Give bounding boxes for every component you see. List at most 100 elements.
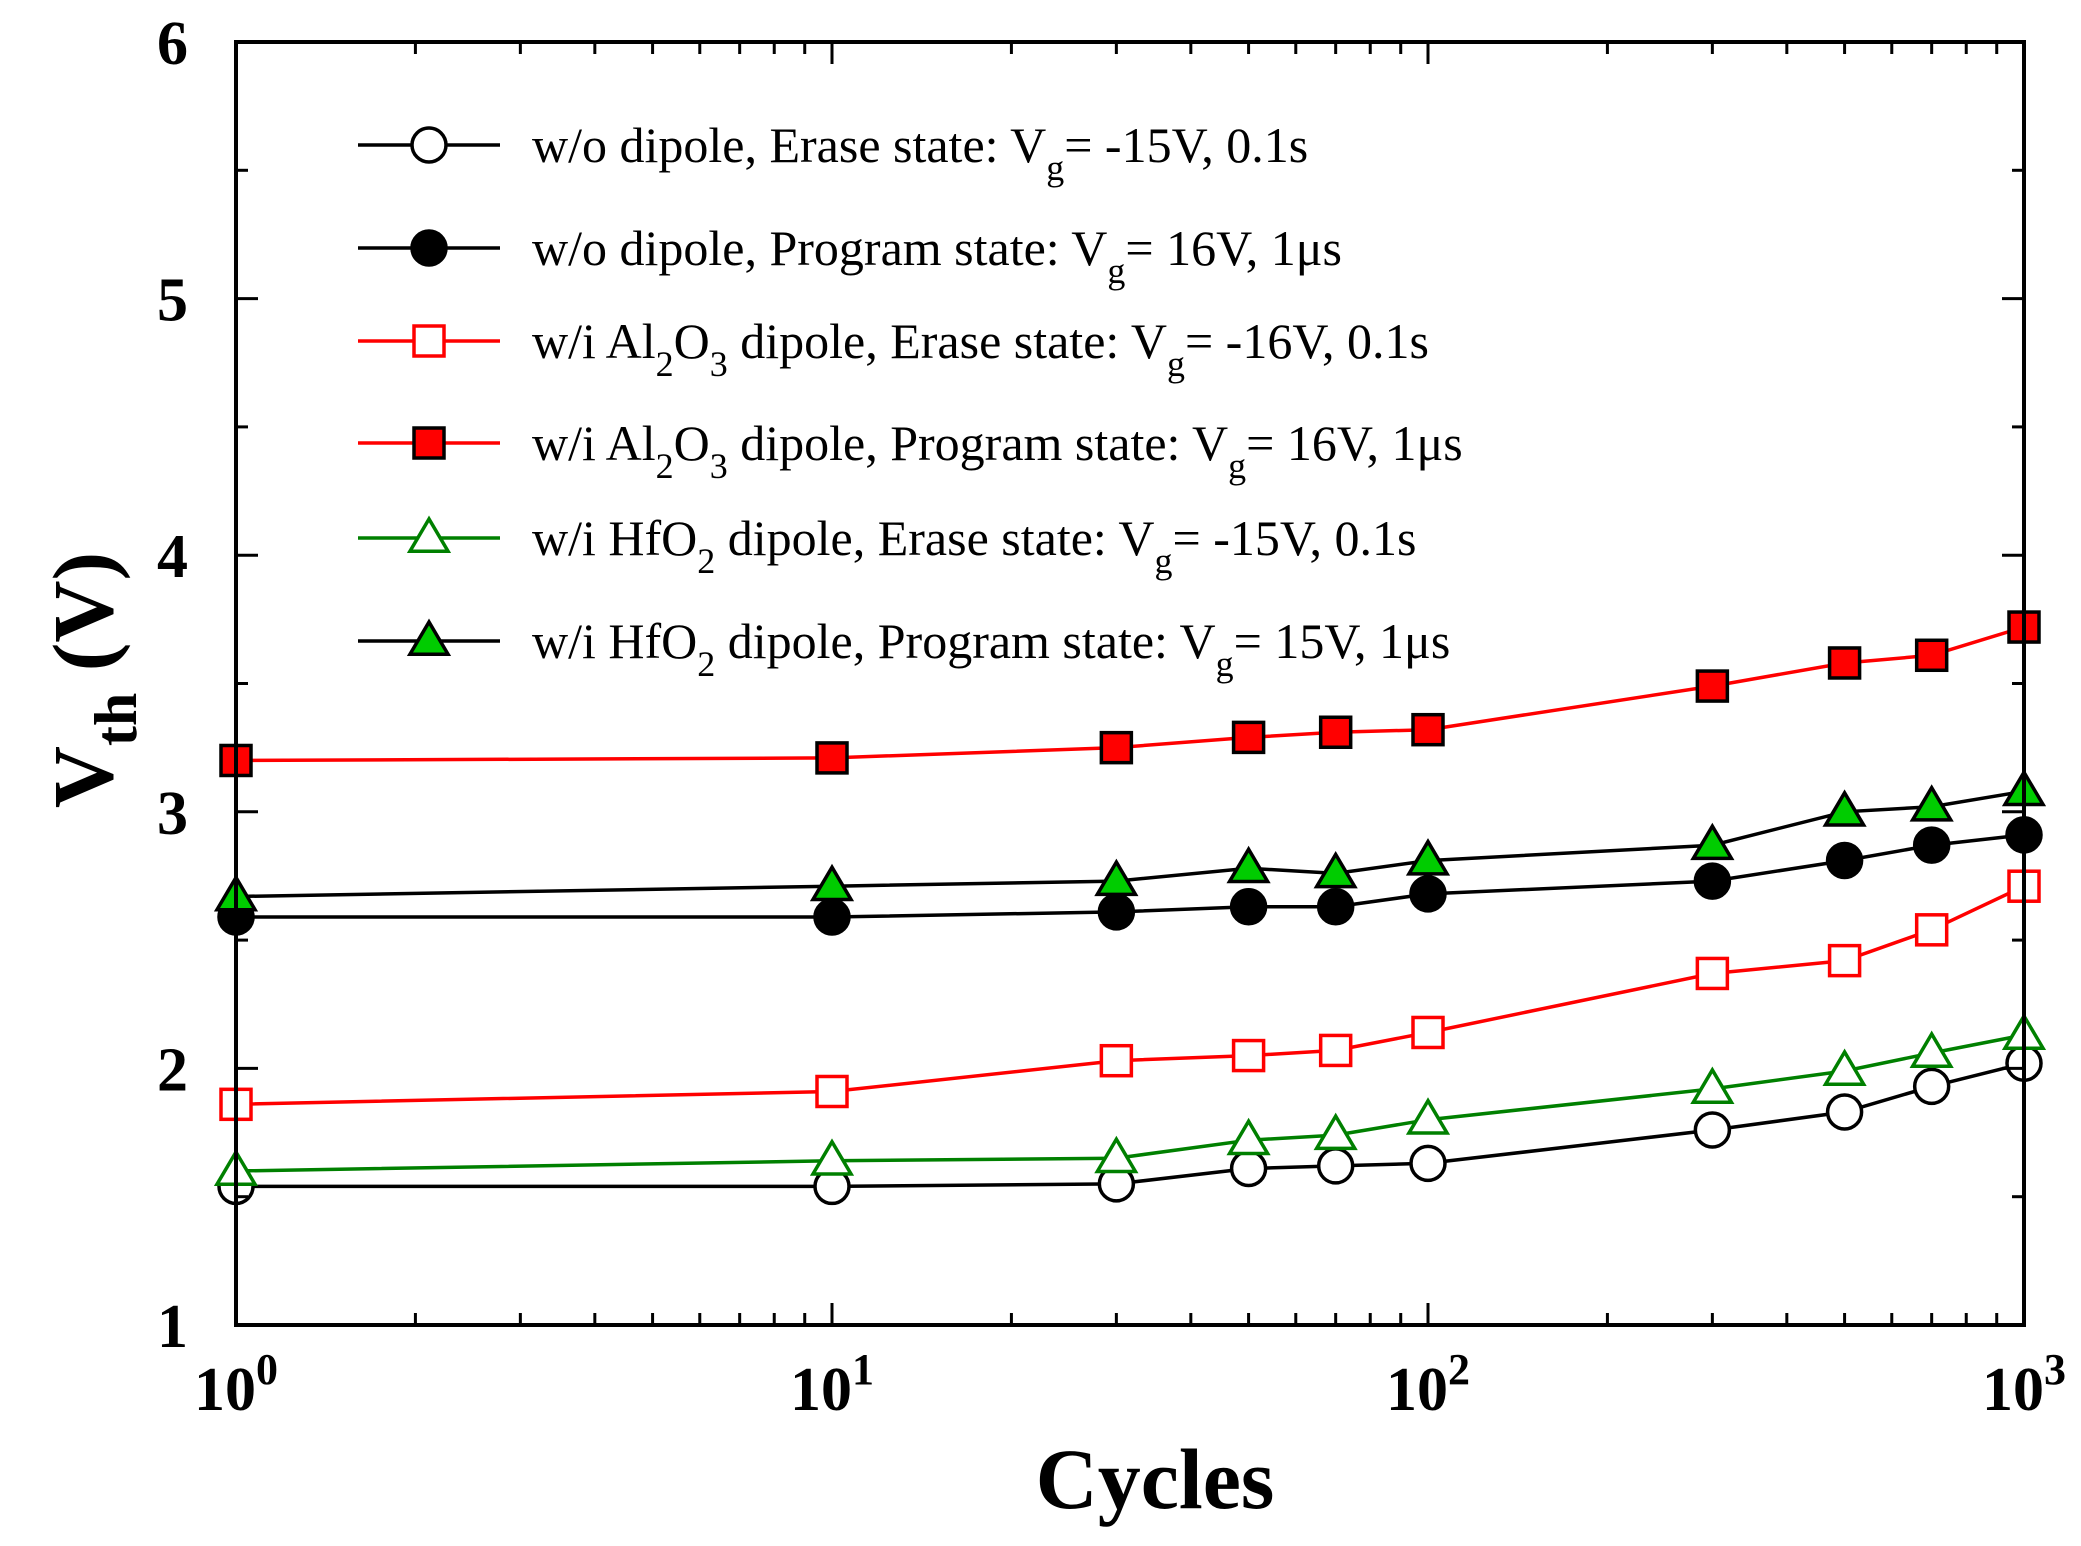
x-tick-base: 10 (1982, 1356, 2044, 1424)
data-point (1099, 730, 1134, 765)
series-line (235, 1033, 2025, 1173)
data-point (1411, 712, 1445, 747)
x-tick-exponent: 2 (1448, 1345, 1470, 1394)
data-point (1695, 669, 1730, 703)
y-tick-label: 2 (157, 1036, 188, 1104)
data-point (1316, 887, 1355, 926)
legend-subscript: g (1228, 446, 1246, 486)
legend-marker (410, 126, 448, 164)
x-tick-label: 103 (1982, 1345, 2066, 1424)
legend-subscript: g (1155, 541, 1173, 581)
data-point (1226, 1117, 1271, 1156)
y-tick-label: 1 (157, 1293, 188, 1361)
series-4 (219, 610, 2041, 778)
data-point (1914, 638, 1949, 673)
series-line (235, 789, 2025, 899)
data-point (1827, 646, 1862, 680)
y-tick-label: 4 (157, 523, 188, 591)
legend-subscript: g (1046, 148, 1064, 188)
data-point (1318, 1033, 1353, 1068)
series-line (236, 833, 2025, 919)
legend-text-part: dipole, Program state: V (728, 415, 1228, 471)
y-tick-label: 6 (157, 10, 188, 78)
legend-subscript: g (1216, 644, 1234, 684)
data-point (1094, 858, 1139, 897)
data-point (1909, 784, 1954, 822)
x-tick-label: 102 (1386, 1345, 1470, 1424)
data-point (815, 1074, 849, 1109)
data-point (1825, 1093, 1864, 1131)
x-tick-exponent: 0 (256, 1345, 278, 1394)
series-line (235, 884, 2025, 1107)
legend-label: w/o dipole, Program state: Vg= 16V, 1μs (532, 220, 1342, 291)
legend-subscript: g (1167, 344, 1185, 384)
data-point (1318, 715, 1353, 750)
x-tick-label: 101 (790, 1345, 874, 1424)
series-5 (213, 1012, 2047, 1187)
legend-label: w/i HfO2 dipole, Program state: Vg= 15V,… (532, 613, 1450, 684)
data-point (815, 741, 849, 775)
x-tick-exponent: 3 (2044, 1345, 2066, 1394)
series-line (235, 625, 2025, 763)
legend-entry-2: w/o dipole, Program state: Vg= 16V, 1μs (358, 220, 1342, 291)
y-axis-title-subscript: th (83, 693, 149, 746)
legend-text-part: O (674, 313, 710, 369)
y-axis-title: Vth (V) (35, 552, 149, 808)
legend-entry-5: w/i HfO2 dipole, Erase state: Vg= -15V, … (358, 510, 1416, 581)
legend-subscript: 3 (710, 446, 728, 486)
data-point (1316, 1147, 1355, 1185)
y-tick-label: 3 (157, 780, 188, 848)
data-point (1909, 1030, 1954, 1069)
data-point (1912, 1067, 1951, 1106)
legend-marker (412, 324, 446, 358)
data-point (813, 898, 851, 936)
data-point (1094, 1135, 1139, 1174)
legend-entry-6: w/i HfO2 dipole, Program state: Vg= 15V,… (358, 613, 1450, 684)
legend-text-part: = 16V, 1μs (1246, 415, 1463, 471)
legend-text-part: O (674, 415, 710, 471)
data-point (1411, 1015, 1445, 1050)
legend-entry-1: w/o dipole, Erase state: Vg= -15V, 0.1s (358, 117, 1308, 188)
legend-text-part: = 15V, 1μs (1234, 613, 1451, 669)
legend-text-part: = -16V, 0.1s (1185, 313, 1429, 369)
data-point (1231, 720, 1266, 755)
x-tick-base: 10 (194, 1356, 256, 1424)
data-point (1825, 841, 1864, 880)
series-6 (213, 768, 2047, 912)
legend-text-part: w/i Al (532, 313, 656, 369)
data-point (1693, 862, 1732, 900)
series-3 (219, 869, 2041, 1122)
series-2 (217, 816, 2043, 936)
legend-subscript: 2 (697, 541, 715, 581)
legend-text-part: w/i HfO (532, 613, 697, 669)
data-point (1099, 1043, 1134, 1078)
legend-subscript: 2 (697, 644, 715, 684)
x-axis-title: Cycles (1036, 1431, 1275, 1527)
data-point (1313, 1112, 1358, 1151)
legend-text-part: w/i Al (532, 415, 656, 471)
data-point (1313, 850, 1358, 889)
data-point (1693, 1111, 1732, 1149)
legend-marker (412, 426, 446, 460)
data-point (1405, 1097, 1451, 1135)
legend-label: w/i HfO2 dipole, Erase state: Vg= -15V, … (532, 510, 1416, 581)
data-point (1695, 956, 1730, 991)
legend-marker (410, 229, 448, 267)
data-point (1231, 1038, 1266, 1073)
axis-titles: Cycles Vth (V) (35, 552, 1274, 1527)
data-point (1822, 789, 1867, 827)
series-layer (213, 610, 2047, 1206)
data-point (809, 1138, 855, 1176)
y-tick-label: 5 (157, 267, 188, 335)
data-point (1097, 893, 1136, 931)
data-point (1690, 1066, 1735, 1104)
legend-subscript: 3 (710, 344, 728, 384)
legend-entry-4: w/i Al2O3 dipole, Program state: Vg= 16V… (358, 415, 1463, 486)
data-point (1409, 1144, 1447, 1183)
legend: w/o dipole, Erase state: Vg= -15V, 0.1s w… (358, 117, 1463, 684)
x-tick-label: 100 (194, 1345, 278, 1424)
legend-text-part: dipole, Program state: V (715, 613, 1215, 669)
legend-text-part: w/i HfO (532, 510, 697, 566)
